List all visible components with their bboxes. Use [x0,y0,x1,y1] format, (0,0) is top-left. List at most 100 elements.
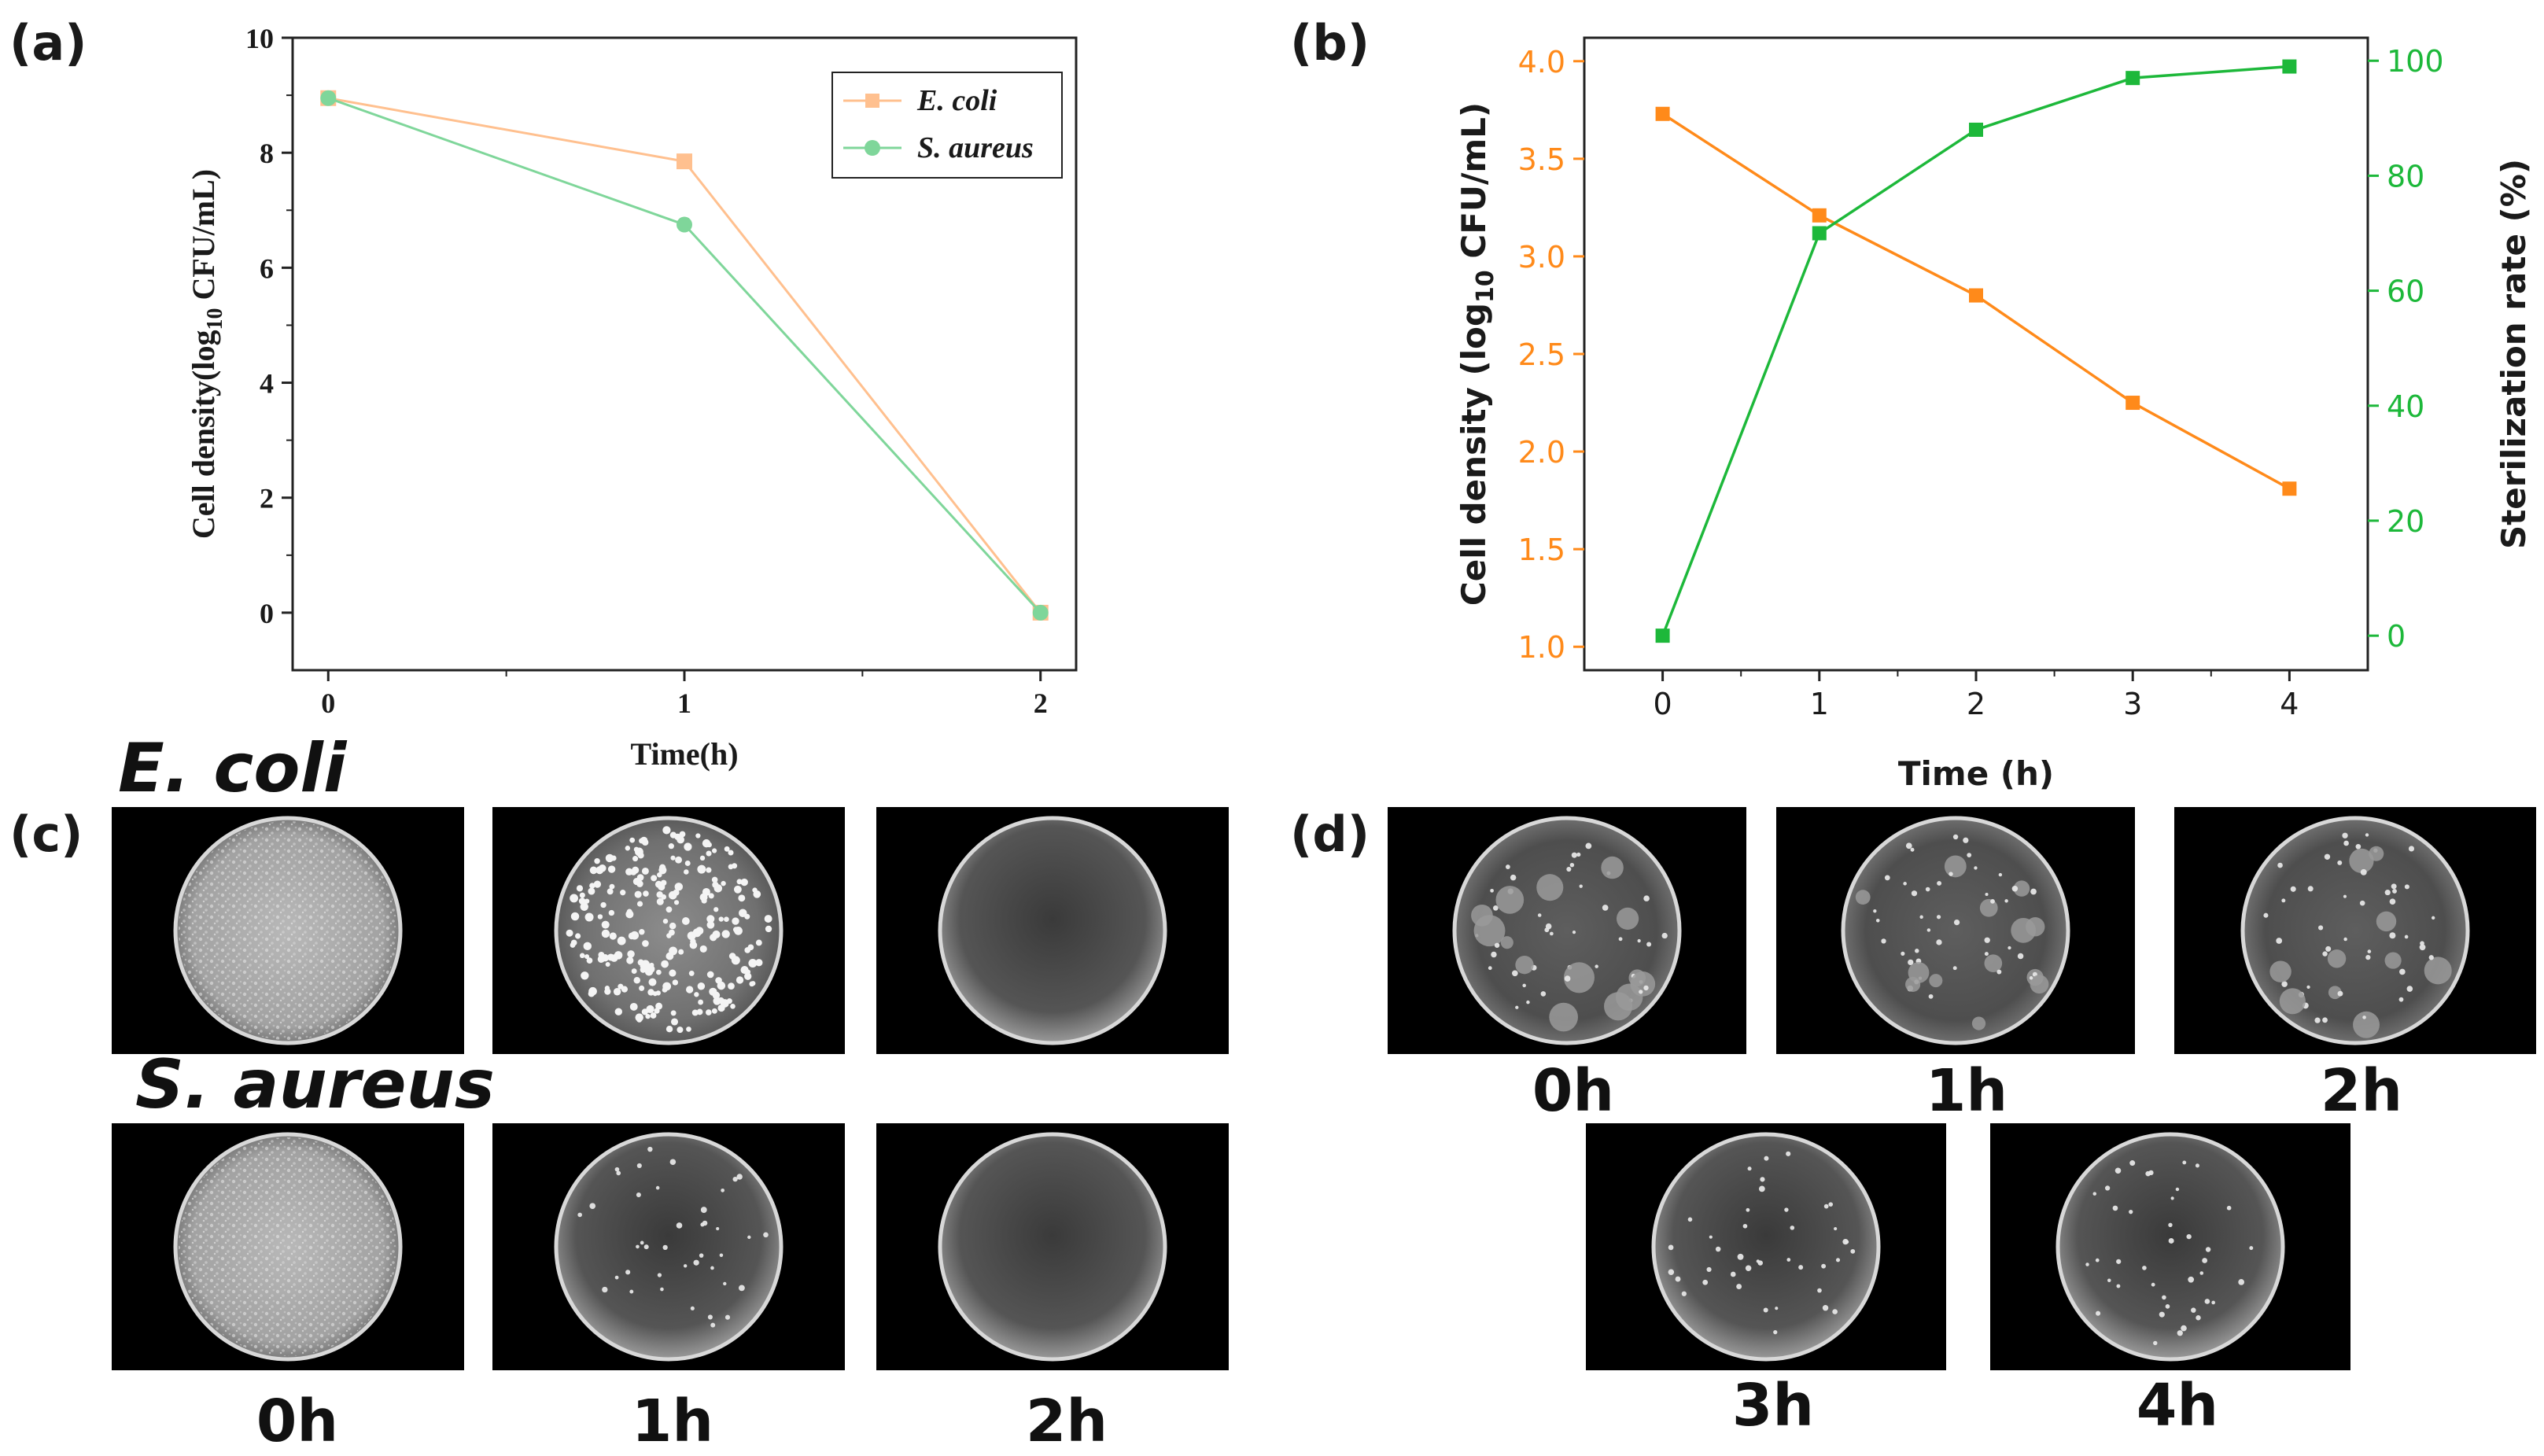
chart-b-point-density [2282,481,2297,496]
chart-b-ytick-label: 2.0 [1518,435,1565,470]
colony [724,846,730,852]
colony [2349,848,2374,873]
colony [636,874,644,881]
colony [1515,956,1534,975]
chart-b-point-sterilization [2126,71,2140,86]
colony [1566,867,1572,872]
colony [2191,1307,2196,1313]
colony [2263,912,2269,918]
colony [706,971,714,979]
colony [566,929,573,937]
colony [706,867,712,873]
chart-a-legend: E. coli S. aureus [831,72,1063,179]
chart-a-point-saureus [320,90,337,106]
colony [2328,986,2342,1000]
colony [2011,917,2037,943]
colony [2116,1284,2121,1288]
colony [2211,1300,2215,1305]
colony [2175,1187,2180,1192]
chart-a-xtick-label: 0 [321,687,335,719]
colony [1984,954,2003,972]
colony [2168,1222,2173,1227]
colony [1984,937,1990,943]
colony [679,831,686,838]
chart-a-ytick-label: 2 [260,483,274,514]
colony [683,1264,688,1268]
colony [699,893,708,901]
colony [706,915,715,923]
colony [2142,1266,2147,1270]
colony [628,932,636,940]
colony [2112,1205,2118,1211]
colony [1974,866,1978,870]
colony [1998,872,2003,877]
colony [1540,991,1547,997]
colony [2114,1167,2122,1174]
colony [639,928,645,935]
colony [1488,966,1492,971]
colony [643,890,649,897]
chart-a-ytick-label: 0 [260,598,274,629]
colony [589,1203,596,1209]
colony [2249,1246,2254,1251]
colony [2186,1233,2192,1240]
colony [678,949,684,955]
colony [614,1167,620,1172]
colony [2013,880,2030,897]
colony [632,856,639,862]
colony [1595,964,1598,968]
colony [660,1287,664,1292]
chart-b-ytick-label: 1.5 [1518,533,1565,567]
colony [1737,1253,1744,1260]
colony [681,917,690,925]
colony [1706,1266,1712,1273]
colony [669,1159,677,1166]
colony [640,1240,644,1245]
colony [665,906,673,913]
colony [666,933,672,938]
panel-c: E. coli S. aureus 0h 1h 2h [112,729,1229,1455]
colony [700,1207,707,1213]
colony [2353,1011,2380,1038]
colony [2204,1299,2210,1304]
colony [583,942,592,951]
colony [629,1002,638,1011]
chart-b-point-density [1812,208,1827,223]
colony [684,869,689,875]
colony [2116,1259,2122,1264]
colony [1873,909,1877,913]
colony [2342,832,2348,839]
colony [650,1012,657,1019]
petri-dish [554,1132,783,1362]
colony [1903,882,1907,886]
petri-dish [1841,816,2070,1045]
colony [670,1018,679,1026]
colony [2343,937,2347,942]
colony [747,944,754,951]
colony [724,1314,731,1320]
bacterial-lawn [179,1137,397,1356]
colony [1747,1167,1752,1171]
colony [2365,955,2371,960]
colony [1730,1271,1736,1277]
chart-b-y2tick-label: 20 [2387,504,2424,539]
chart-b-xtick-label: 2 [1967,687,1985,721]
panel-label-c: (c) [9,805,83,863]
colony [570,894,578,903]
colony [1953,919,1960,926]
petri-dish [938,816,1167,1045]
colony [1936,915,1941,920]
colony [2322,1017,2328,1023]
chart-b-ytick-label: 4.0 [1518,45,1565,79]
colony [730,1004,736,1009]
colony [1760,1177,1765,1182]
colony [633,846,640,853]
colony [1675,1276,1681,1282]
colony [748,959,758,968]
panel-label-d: (d) [1290,805,1370,863]
colony [2196,1315,2201,1321]
colony [1756,1259,1760,1263]
colony [656,969,662,975]
colony [629,837,636,843]
colony [732,1177,738,1182]
